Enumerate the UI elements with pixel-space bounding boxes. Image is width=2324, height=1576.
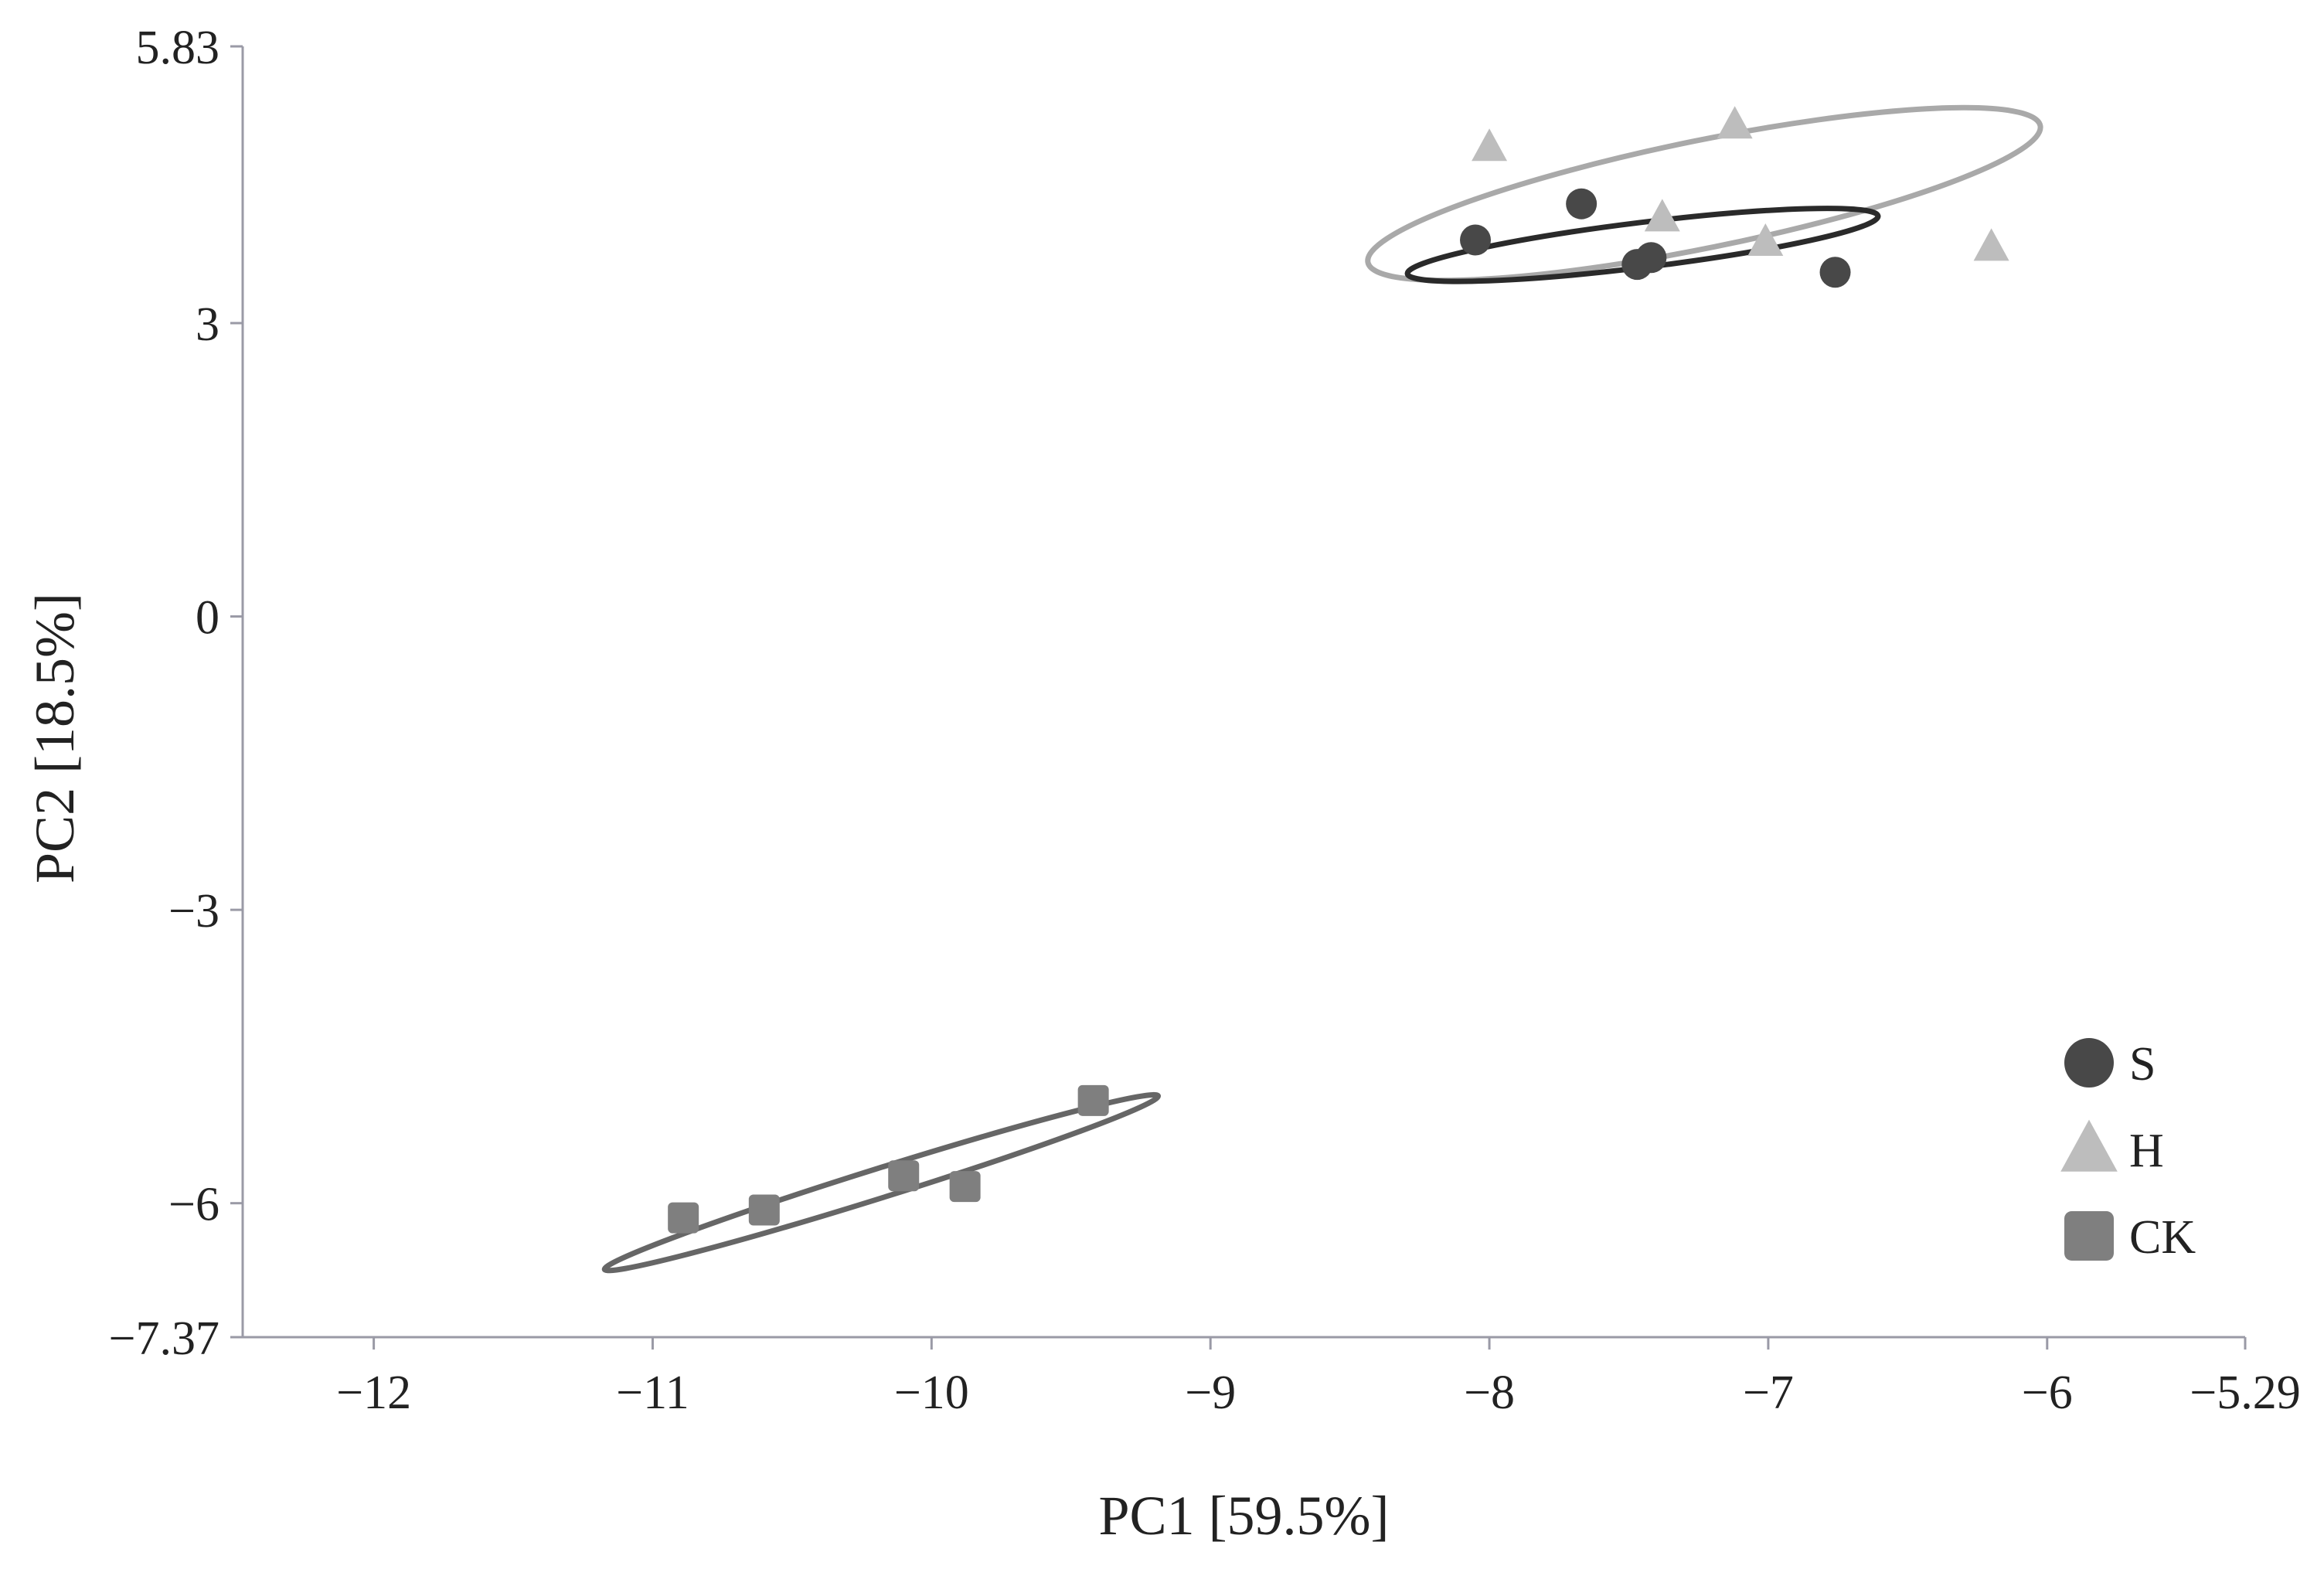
legend-marker-h	[2060, 1119, 2118, 1172]
point-h	[1747, 223, 1784, 257]
point-ck	[748, 1194, 780, 1226]
x-tick-label: −5.29	[2190, 1367, 2300, 1419]
y-tick-label: −3	[168, 885, 219, 938]
data-points	[668, 106, 2009, 1234]
y-tick-label: 3	[196, 298, 219, 351]
ellipse-ck	[601, 1091, 1162, 1274]
x-tick-label: −11	[616, 1367, 689, 1419]
y-tick-label: 5.83	[136, 22, 220, 74]
x-tick-label: −7	[1743, 1367, 1794, 1419]
axes	[241, 46, 2245, 1339]
y-tick-label: 0	[196, 592, 219, 645]
ellipse-h	[1365, 104, 2043, 284]
point-ck	[668, 1202, 699, 1234]
x-tick-label: −8	[1464, 1367, 1515, 1419]
point-h	[1973, 228, 2009, 261]
legend-label-s: S	[2129, 1038, 2156, 1091]
y-tick-label: −7.37	[109, 1312, 219, 1365]
legend: SH CK	[2060, 1038, 2196, 1264]
confidence-ellipses	[601, 104, 2043, 1274]
point-ck	[949, 1171, 981, 1203]
point-h	[1717, 106, 1753, 139]
y-tick-label: −6	[168, 1179, 219, 1231]
x-tick-label: −12	[336, 1367, 411, 1419]
x-axis-ticks: −12 −11 −10 −9 −8 −7 −6 −5.29	[336, 1337, 2301, 1419]
point-ck	[888, 1160, 920, 1192]
x-tick-label: −9	[1185, 1367, 1236, 1419]
point-h	[1472, 128, 1508, 162]
y-axis-ticks: −7.37 −6 −3 0 3 5.83	[109, 22, 243, 1365]
legend-label-ck: CK	[2129, 1211, 2196, 1264]
legend-marker-s	[2064, 1038, 2114, 1088]
x-tick-label: −6	[2022, 1367, 2073, 1419]
legend-label-h: H	[2129, 1125, 2164, 1177]
x-axis-title: PC1 [59.5%]	[1099, 1485, 1390, 1547]
y-axis-title: PC2 [18.5%]	[24, 593, 86, 883]
x-tick-label: −10	[894, 1367, 969, 1419]
point-s	[1819, 257, 1851, 288]
point-s	[1460, 224, 1492, 256]
point-ck	[1077, 1084, 1109, 1116]
legend-marker-ck	[2064, 1211, 2114, 1261]
point-s	[1566, 188, 1598, 220]
point-h	[1644, 199, 1680, 232]
point-s	[1635, 242, 1667, 274]
